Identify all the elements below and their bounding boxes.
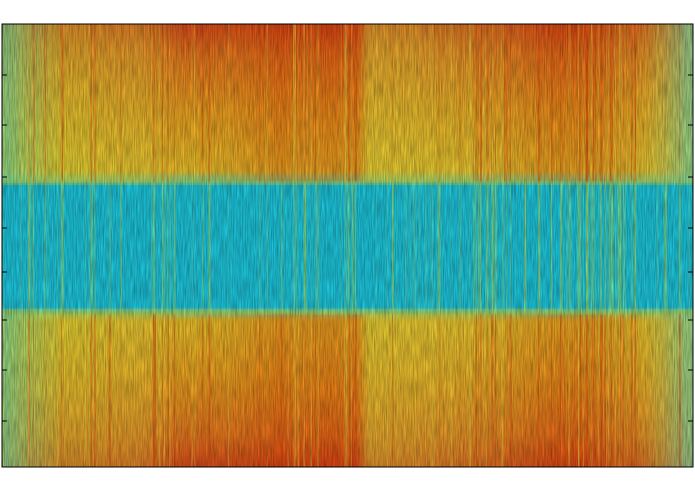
plot-area — [2, 24, 693, 467]
tick-marks — [2, 74, 693, 422]
plot-frame — [1, 23, 694, 468]
noise — [2, 24, 693, 467]
